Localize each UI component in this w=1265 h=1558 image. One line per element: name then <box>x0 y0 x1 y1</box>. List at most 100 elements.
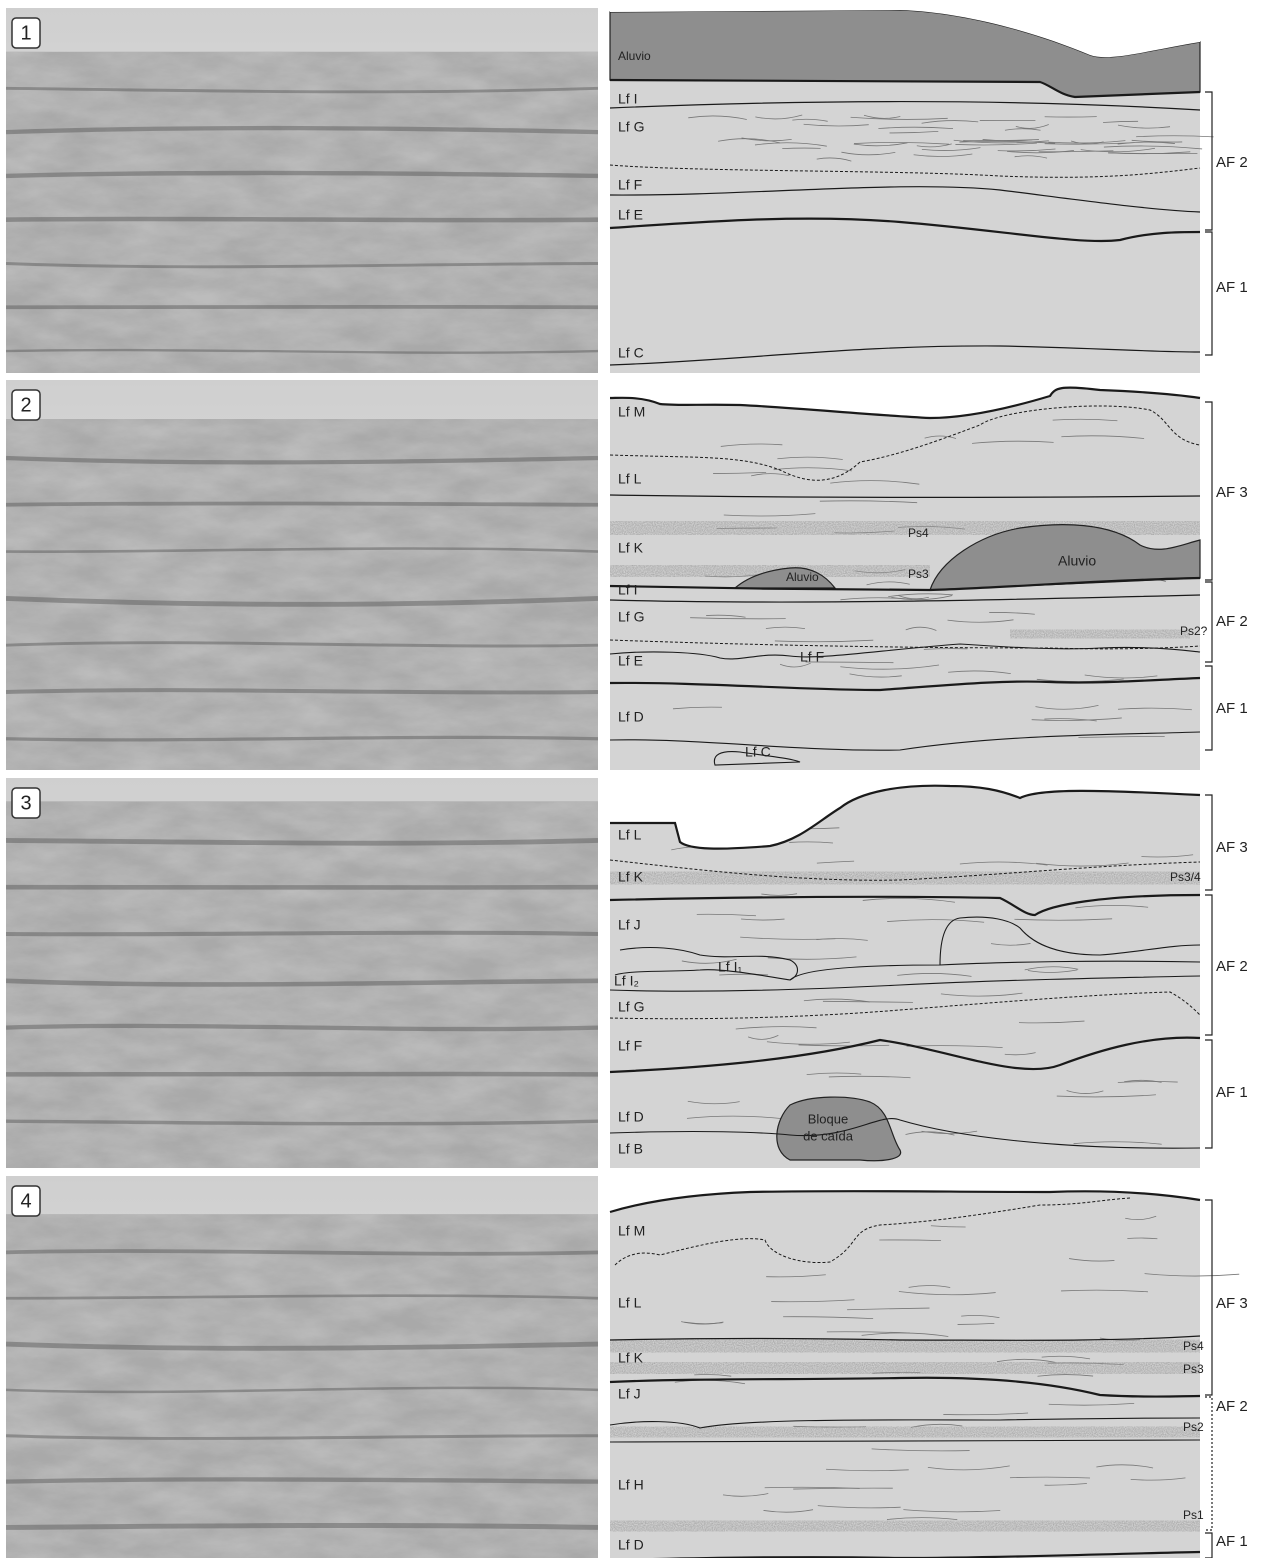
unit-label: AF 3 <box>1216 1295 1248 1312</box>
photo-bed <box>6 1074 598 1075</box>
layer-label: Lf F <box>618 177 642 193</box>
photo-bed <box>6 690 598 692</box>
layer-label: Lf G <box>618 119 644 135</box>
diagram: Aluvio Lf I Lf G Lf F Lf E Lf C <box>610 8 1214 373</box>
layer-label: Lf F <box>618 1038 642 1054</box>
layer-label: Aluvio <box>786 570 819 584</box>
unit-bracket <box>1205 402 1212 580</box>
layer-label: Lf I <box>618 582 637 598</box>
layer-label: Aluvio <box>618 49 651 63</box>
photo <box>6 1176 598 1558</box>
unit-label: AF 2 <box>1216 958 1248 975</box>
unit-bracket <box>1205 666 1212 750</box>
layer-label: Lf E <box>618 207 643 223</box>
photo-bed <box>6 1479 598 1481</box>
unit-bracket <box>1205 232 1212 355</box>
photo <box>6 8 598 373</box>
layer-label: Ps4 <box>908 526 929 540</box>
unit-label: AF 2 <box>1216 613 1248 630</box>
paleosol-band <box>610 1521 1200 1532</box>
unit-bracket <box>1205 795 1212 890</box>
paleosol-band <box>610 1362 1200 1374</box>
layer-label: Aluvio <box>1058 553 1096 569</box>
paleosol-band <box>610 1427 1200 1438</box>
unit-bracket <box>1205 582 1212 662</box>
layer-label: Ps3 <box>908 567 929 581</box>
layer-label: Lf F <box>800 649 824 665</box>
layer-label: Ps2 <box>1183 1420 1204 1434</box>
layer-label: Lf M <box>618 1223 645 1239</box>
layer-label: Bloque <box>808 1111 848 1126</box>
unit-label: AF 1 <box>1216 1533 1248 1550</box>
layer-label: Lf K <box>618 869 644 885</box>
layer-label: Lf B <box>618 1141 643 1157</box>
panel-number: 1 <box>20 22 31 44</box>
photo-bed <box>6 219 598 220</box>
photo-bed <box>6 887 598 888</box>
unit-bracket <box>1205 1397 1212 1530</box>
diagram: Lf M Lf L Ps4 Lf K Aluvio Ps3 Aluvio Lf I Lf G Ps… <box>610 380 1208 770</box>
layer-label: Lf I₁ <box>718 959 742 975</box>
unit-label: AF 2 <box>1216 1398 1248 1415</box>
unit-label: AF 1 <box>1216 700 1248 717</box>
layer-label: Ps3/4 <box>1170 870 1201 884</box>
unit-bracket <box>1205 1200 1212 1395</box>
layer-label: Lf J <box>618 917 641 933</box>
figure: 1 Aluvio Lf I Lf G Lf F Lf E Lf C AF 2 AF 1 2 Lf M… <box>0 0 1265 1558</box>
layer-label: Lf L <box>618 827 642 843</box>
panel: 2 Lf M Lf L Ps4 Lf K Aluvio Ps3 Aluvio Lf I Lf G P… <box>6 380 1248 770</box>
page: 1 Aluvio Lf I Lf G Lf F Lf E Lf C AF 2 AF 1 2 Lf M… <box>0 0 1265 1558</box>
photo-bed <box>6 933 598 935</box>
layer-label: Lf G <box>618 609 644 625</box>
unit-bracket <box>1205 1040 1212 1148</box>
unit-bracket <box>1205 92 1212 230</box>
photo-bed <box>6 307 598 308</box>
layer-label: Lf D <box>618 1109 644 1125</box>
paleosol-band <box>610 872 1200 885</box>
photo-bed <box>6 840 598 843</box>
panel-number: 2 <box>20 394 31 416</box>
paleosol-band <box>1010 630 1190 639</box>
diagram: Lf LLf KPs3/4Lf JLf I₁Lf I₂Lf GLf FLf DB… <box>610 778 1201 1168</box>
unit-label: AF 1 <box>1216 1084 1248 1101</box>
layer-label: Lf C <box>618 345 644 361</box>
unit-label: AF 1 <box>1216 279 1248 296</box>
layer-label: Lf M <box>618 404 645 420</box>
layer-label: Lf L <box>618 1295 642 1311</box>
photo-rock-texture <box>6 419 598 770</box>
layer-label: Lf I <box>618 91 637 107</box>
photo-rock-texture <box>6 1214 598 1558</box>
photo <box>6 380 598 770</box>
layer-label: Lf C <box>745 744 771 760</box>
photo-rock-texture <box>6 52 598 373</box>
layer-label: Lf K <box>618 540 644 556</box>
paleosol-band <box>610 1340 1200 1353</box>
layer-label: Lf E <box>618 653 643 669</box>
layer-label: Lf J <box>618 1386 641 1402</box>
layer-label: Lf K <box>618 1350 644 1366</box>
panel-number: 3 <box>20 792 31 814</box>
panel: 1 Aluvio Lf I Lf G Lf F Lf E Lf C AF 2 AF 1 <box>6 8 1248 373</box>
layer-label: Lf D <box>618 709 644 725</box>
panel-number: 4 <box>20 1190 31 1212</box>
layer-label: Lf I₂ <box>614 973 639 989</box>
unit-bracket <box>1205 1533 1212 1558</box>
panel: 4 Lf M Lf L Ps4 Lf K Ps3 Lf J Ps2 Lf H Ps1 Lf D AF … <box>6 1176 1248 1558</box>
diagram: Lf M Lf L Ps4 Lf K Ps3 Lf J Ps2 Lf H Ps1 Lf D <box>610 1176 1239 1558</box>
unit-label: AF 2 <box>1216 154 1248 171</box>
layer-label: Ps2? <box>1180 624 1208 638</box>
photo-bed <box>6 503 598 504</box>
unit-label: AF 3 <box>1216 839 1248 856</box>
photo-bed <box>6 1525 598 1527</box>
layer-label: Lf L <box>618 471 642 487</box>
layer-label: Lf H <box>618 1477 644 1493</box>
photo <box>6 778 598 1168</box>
layer-label: Ps3 <box>1183 1362 1204 1376</box>
unit-label: AF 3 <box>1216 484 1248 501</box>
layer-label: Ps1 <box>1183 1508 1204 1522</box>
layer-label: Ps4 <box>1183 1339 1204 1353</box>
layer-label: de caída <box>803 1128 854 1143</box>
layer-label: Lf D <box>618 1537 644 1553</box>
unit-bracket <box>1205 895 1212 1035</box>
